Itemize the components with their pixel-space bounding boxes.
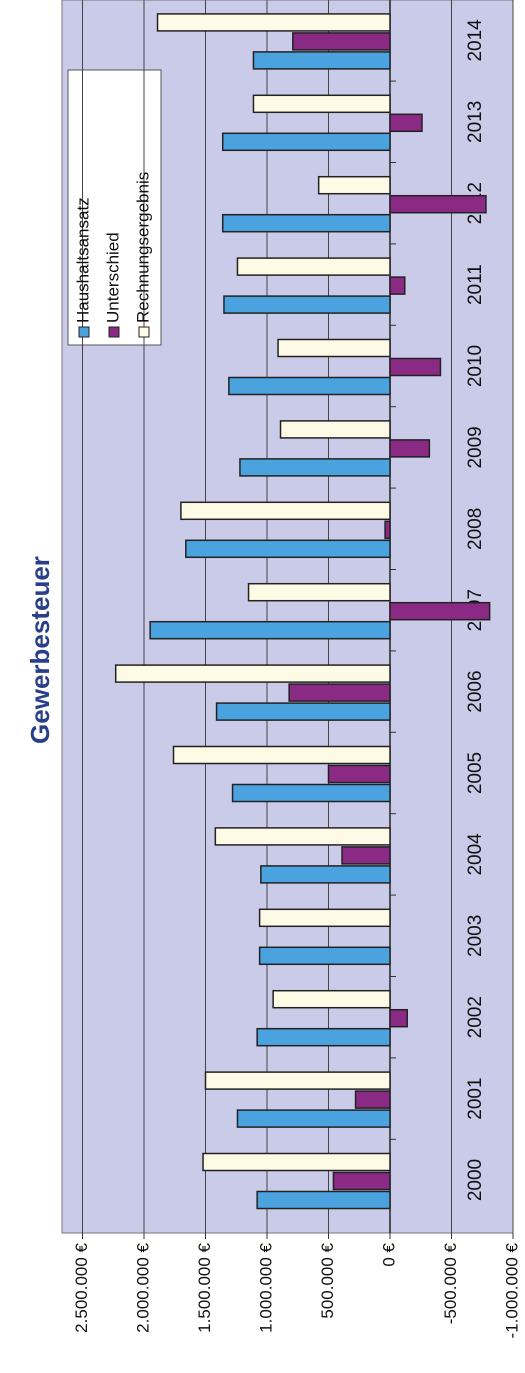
bar [389, 113, 423, 133]
x-tick-label: 2000 [465, 1159, 486, 1201]
bar [204, 1071, 391, 1090]
bar [252, 51, 391, 70]
bar [236, 1109, 391, 1128]
bar [256, 1027, 391, 1047]
bar [156, 13, 391, 32]
bar [223, 295, 391, 314]
y-tick-label: 500.000 € [318, 1242, 337, 1318]
bar [247, 582, 391, 602]
bar [317, 175, 391, 195]
x-tick-label: 2004 [465, 833, 486, 876]
bar [149, 620, 391, 640]
legend-swatch [78, 326, 90, 338]
bar [260, 865, 391, 884]
bar [221, 213, 391, 233]
bar [228, 376, 391, 396]
bar [258, 946, 391, 966]
bar [341, 846, 391, 865]
bar [389, 439, 431, 458]
bar [252, 94, 391, 114]
bar [389, 276, 406, 295]
bar [180, 501, 391, 521]
x-tick-label: 2013 [465, 101, 486, 143]
bar [389, 1008, 408, 1028]
legend-swatch [108, 326, 120, 338]
x-tick-label: 2003 [465, 915, 486, 957]
bar [389, 194, 487, 214]
bar [277, 338, 391, 358]
x-tick-label: 2006 [465, 670, 486, 712]
bar [279, 420, 391, 439]
x-tick-label: 2011 [465, 264, 486, 305]
x-tick-label: 2010 [465, 345, 486, 387]
rotated-chart: Gewerbesteuer -1.000.000 € -500.000 € 0 € 5… [25, 0, 521, 1338]
bar [327, 764, 391, 784]
x-tick-label: 2001 [465, 1077, 486, 1119]
y-tick-label: 0 € [379, 1242, 398, 1266]
y-tick-label: 2.500.000 € [72, 1242, 91, 1332]
y-tick-label: 1.000.000 € [256, 1242, 275, 1332]
bar [236, 257, 391, 276]
y-tick-label: -1.000.000 € [502, 1242, 521, 1338]
legend-swatch [138, 326, 150, 338]
bar [231, 783, 391, 803]
bar [202, 1152, 391, 1172]
legend-label: Unterschied [103, 232, 122, 323]
bar [332, 1171, 391, 1191]
bar [288, 683, 391, 702]
bar [389, 601, 491, 621]
bar [384, 520, 391, 540]
bar [256, 1190, 391, 1210]
x-tick-label: 2002 [465, 996, 486, 1038]
bar [239, 458, 391, 477]
x-tick-label: 2014 [465, 19, 486, 62]
y-tick-label: 2.000.000 € [133, 1242, 152, 1332]
bar [114, 664, 391, 683]
bar [354, 1090, 391, 1109]
x-tick-label: 2005 [465, 752, 486, 794]
bar [215, 702, 391, 721]
bar [185, 539, 391, 559]
bar [172, 745, 391, 765]
y-tick-label: -500.000 € [441, 1242, 460, 1324]
legend [67, 69, 162, 346]
bar [214, 827, 391, 846]
bar [292, 32, 391, 51]
legend-label: Haushaltsansatz [73, 197, 92, 323]
bar [272, 989, 391, 1009]
y-tick-label: 1.500.000 € [195, 1242, 214, 1332]
x-tick-label: 2009 [465, 426, 486, 468]
bar [221, 132, 391, 152]
bar [258, 908, 391, 928]
bar [389, 357, 442, 377]
legend-label: Rechnungsergebnis [133, 172, 152, 323]
chart-title: Gewerbesteuer [25, 556, 55, 744]
x-tick-label: 2008 [465, 508, 486, 550]
